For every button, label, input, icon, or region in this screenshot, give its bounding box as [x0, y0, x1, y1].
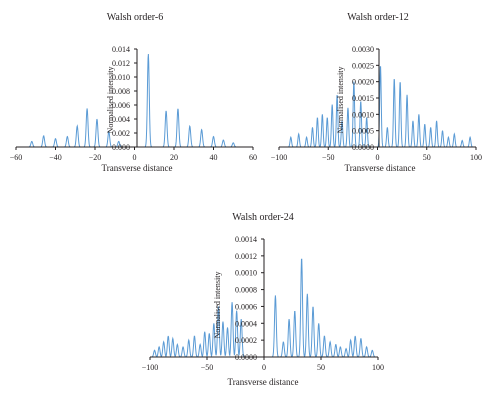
y-tick-label: 0.004: [112, 115, 130, 124]
y-axis-label: Normalised intensity: [106, 67, 115, 134]
chart-title: Walsh order-6: [107, 12, 163, 23]
y-tick-label: 0.0006: [235, 302, 257, 311]
chart-title: Walsh order-12: [347, 12, 408, 23]
y-tick-label: 0.0005: [352, 127, 374, 136]
x-tick-labels: −100 −50 0 50 100: [142, 363, 384, 372]
x-tick-label: 50: [317, 363, 325, 372]
x-tick-label: 20: [170, 153, 178, 162]
x-tick-label: 0: [262, 363, 266, 372]
x-tick-labels: −60 −40 −20 0 20 40 60: [10, 153, 257, 162]
x-tick-label: 50: [423, 153, 431, 162]
y-tick-label: 0.0000: [235, 353, 257, 362]
y-tick-label: 0.008: [112, 87, 130, 96]
y-tick-label: 0.0020: [352, 78, 374, 87]
x-tick-label: 60: [249, 153, 257, 162]
y-tick-label: 0.0004: [235, 319, 257, 328]
y-tick-label: 0.002: [112, 129, 130, 138]
y-tick-label: 0.000: [112, 143, 130, 152]
x-tick-label: −50: [322, 153, 335, 162]
y-tick-label: 0.012: [112, 59, 130, 68]
y-tick-label: 0.0030: [352, 45, 374, 54]
chart-order-24: Walsh order-24 −100 −50 0 50 100 0.00000.000…: [142, 212, 384, 387]
y-tick-label: 0.0015: [352, 94, 374, 103]
x-tick-label: −40: [49, 153, 62, 162]
x-tick-labels: −100 −50 0 50 100: [271, 153, 482, 162]
y-tick-label: 0.010: [112, 73, 130, 82]
x-tick-label: −20: [89, 153, 102, 162]
axes: [278, 48, 477, 150]
x-tick-label: 40: [210, 153, 218, 162]
x-tick-label: 100: [372, 363, 384, 372]
x-axis-label: Transverse distance: [228, 377, 299, 387]
x-tick-label: 0: [133, 153, 137, 162]
intensity-curve: [279, 66, 476, 148]
y-tick-labels: 0.0000 0.0002 0.0004 0.0006 0.0008 0.0010 0.00…: [235, 235, 257, 362]
chart-order-6: Walsh order-6 −60 −40 −20 0 20 40 60 0.0000.00…: [10, 12, 257, 173]
chart-order-12: Walsh order-12 −100 −50 0 50 100 0.00000.000…: [271, 12, 482, 173]
x-axis-label: Transverse distance: [345, 163, 416, 173]
x-tick-label: −50: [201, 363, 214, 372]
y-axis-label: Normalised intensity: [336, 67, 345, 134]
y-tick-label: 0.0010: [352, 110, 374, 119]
y-tick-label: 0.0008: [235, 286, 257, 295]
y-tick-label: 0.014: [112, 45, 130, 54]
y-tick-label: 0.0000: [352, 143, 374, 152]
x-tick-label: −100: [142, 363, 159, 372]
y-axis-label: Normalised intensity: [213, 272, 222, 339]
x-tick-label: −100: [271, 153, 288, 162]
axes: [15, 48, 254, 150]
x-tick-label: 0: [376, 153, 380, 162]
chart-title: Walsh order-24: [232, 212, 293, 223]
y-tick-label: 0.0002: [235, 336, 257, 345]
axes: [149, 238, 379, 360]
y-tick-label: 0.0025: [352, 61, 374, 70]
y-tick-label: 0.006: [112, 101, 130, 110]
x-axis-label: Transverse distance: [102, 163, 173, 173]
y-tick-labels: 0.0000 0.0005 0.0010 0.0015 0.0020 0.0025 0.00…: [352, 45, 374, 152]
y-tick-label: 0.0014: [235, 235, 257, 244]
y-tick-labels: 0.000 0.002 0.004 0.006 0.008 0.010 0.012 0.014: [112, 45, 130, 152]
y-tick-label: 0.0012: [235, 252, 257, 261]
x-tick-label: 100: [470, 153, 482, 162]
x-tick-label: −60: [10, 153, 23, 162]
intensity-line: [279, 66, 476, 148]
y-tick-label: 0.0010: [235, 269, 257, 278]
